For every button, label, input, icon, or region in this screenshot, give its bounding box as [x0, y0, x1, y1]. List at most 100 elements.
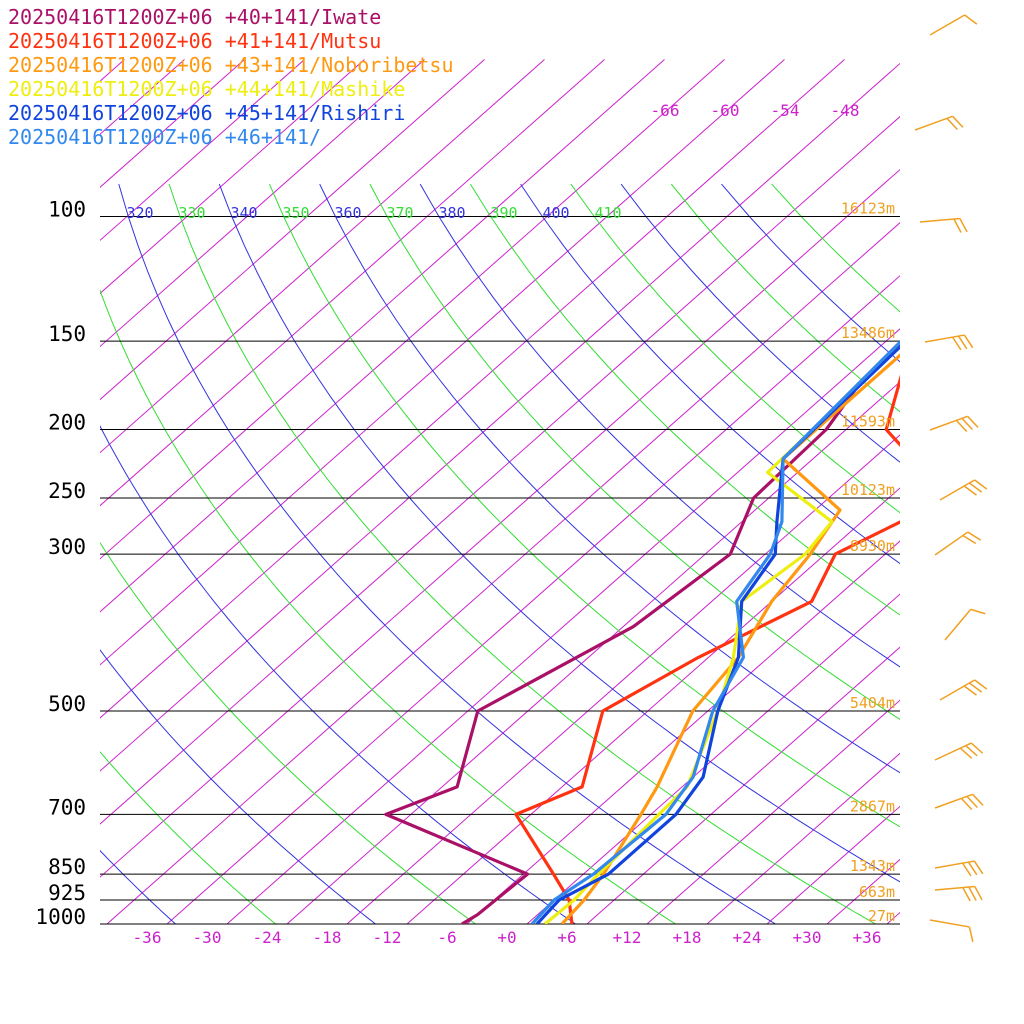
isotherm-line [100, 59, 425, 348]
pressure-tick-label: 925 [48, 881, 86, 905]
temperature-tick-label: +36 [853, 928, 882, 947]
theta-label: 360 [334, 204, 361, 222]
wind-barb [914, 115, 964, 131]
temperature-tick-label: -24 [253, 928, 282, 947]
isotherm-line [0, 60, 4, 924]
height-label: 663m [859, 883, 895, 901]
pressure-tick-label: 200 [48, 410, 86, 434]
theta-label: 380 [438, 204, 465, 222]
wind-barb [919, 217, 968, 233]
isotherm-line [100, 59, 545, 454]
isotherm-line [286, 381, 900, 924]
axis-labels: 100 16123m 150 13486m 200 11593m 250 10123m 300 8… [35, 101, 895, 947]
isotherm-line [466, 540, 900, 924]
isotherm-line [100, 62, 900, 772]
profile-line-4 [535, 344, 900, 924]
temperature-tick-label: +18 [673, 928, 702, 947]
legend-entry: 20250416T1200Z+06 +46+141/ [8, 125, 321, 149]
isotherm-line [100, 59, 185, 135]
isotherm-line [947, 60, 1024, 924]
temperature-profiles [384, 339, 900, 924]
legend-entry: 20250416T1200Z+06 +45+141/Rishiri [8, 101, 405, 125]
legend-entry: 20250416T1200Z+06 +43+141/Noboribetsu [8, 53, 454, 77]
isotherm-label: -66 [651, 101, 680, 120]
wind-barb [944, 608, 986, 641]
theta-label: 400 [542, 204, 569, 222]
isotherm-line [100, 59, 665, 560]
profile-line-1 [514, 374, 900, 924]
isotherm-line [100, 59, 305, 242]
profile-line-5 [530, 339, 900, 924]
pressure-tick-label: 700 [48, 795, 86, 819]
temperature-tick-label: +30 [793, 928, 822, 947]
temperature-tick-label: -18 [313, 928, 342, 947]
legend-entry: 20250416T1200Z+06 +41+141/Mutsu [8, 29, 381, 53]
moist-adiabat [570, 183, 900, 514]
isotherm-line [106, 222, 900, 924]
moist-adiabat [168, 183, 876, 924]
pressure-tick-label: 300 [48, 535, 86, 559]
wind-barb [929, 919, 974, 942]
height-label: 11593m [841, 412, 895, 430]
isotherm-label: -60 [711, 101, 740, 120]
legend: 20250416T1200Z+06 +40+141/Iwate20250416T… [8, 5, 454, 149]
dry-adiabat [100, 649, 376, 924]
wind-barb [934, 793, 984, 811]
pressure-tick-label: 500 [48, 692, 86, 716]
temperature-tick-label: +24 [733, 928, 762, 947]
profile-line-3 [543, 344, 900, 924]
height-label: 13486m [841, 324, 895, 342]
wind-barb [934, 742, 984, 761]
height-label: 1343m [850, 857, 895, 875]
wind-barb [939, 679, 988, 701]
isobars [100, 216, 900, 925]
dry-adiabat [118, 183, 776, 924]
isotherm-line [586, 646, 900, 924]
profile-line-0 [384, 344, 900, 924]
isotherm-line [706, 752, 900, 924]
wind-barb [929, 415, 979, 433]
isotherm-line [100, 59, 725, 613]
moist-adiabat [369, 183, 900, 721]
isotherm-line [100, 59, 845, 719]
legend-entry: 20250416T1200Z+06 +44+141/Mashike [8, 77, 405, 101]
profile-line-2 [560, 353, 900, 924]
isotherm-line [100, 168, 900, 878]
wind-barb [934, 885, 983, 902]
temperature-tick-label: +0 [497, 928, 516, 947]
wind-barb [934, 860, 984, 877]
pressure-tick-label: 850 [48, 855, 86, 879]
isotherm-line [100, 59, 785, 666]
isotherm-line [226, 328, 900, 924]
moist-adiabat [269, 183, 900, 828]
dry-adiabat [218, 183, 900, 883]
height-label: 10123m [841, 481, 895, 499]
dry-adiabat [319, 183, 900, 774]
isotherm-line [406, 487, 900, 924]
isotherm-label: -48 [831, 101, 860, 120]
temperature-tick-label: -6 [437, 928, 456, 947]
theta-label: 340 [230, 204, 257, 222]
height-label: 5404m [850, 694, 895, 712]
moist-adiabat [100, 751, 276, 924]
isotherm-line [100, 59, 365, 295]
height-label: 8930m [850, 537, 895, 555]
height-label: 27m [868, 907, 895, 925]
wind-barb [939, 479, 988, 501]
height-label: 16123m [841, 200, 895, 218]
dry-adiabat [100, 849, 176, 924]
dry-adiabat [520, 183, 900, 565]
moist-adiabat [100, 541, 476, 924]
isotherm-line [646, 699, 900, 924]
wind-barbs [914, 14, 988, 942]
isotherm-label: -54 [771, 101, 800, 120]
theta-label: 330 [178, 204, 205, 222]
theta-label: 350 [282, 204, 309, 222]
wind-barb [929, 14, 978, 36]
temperature-tick-label: -30 [193, 928, 222, 947]
dry-adiabat [419, 183, 900, 668]
wind-barb [924, 334, 974, 351]
grid [0, 59, 1024, 924]
pressure-tick-label: 250 [48, 479, 86, 503]
